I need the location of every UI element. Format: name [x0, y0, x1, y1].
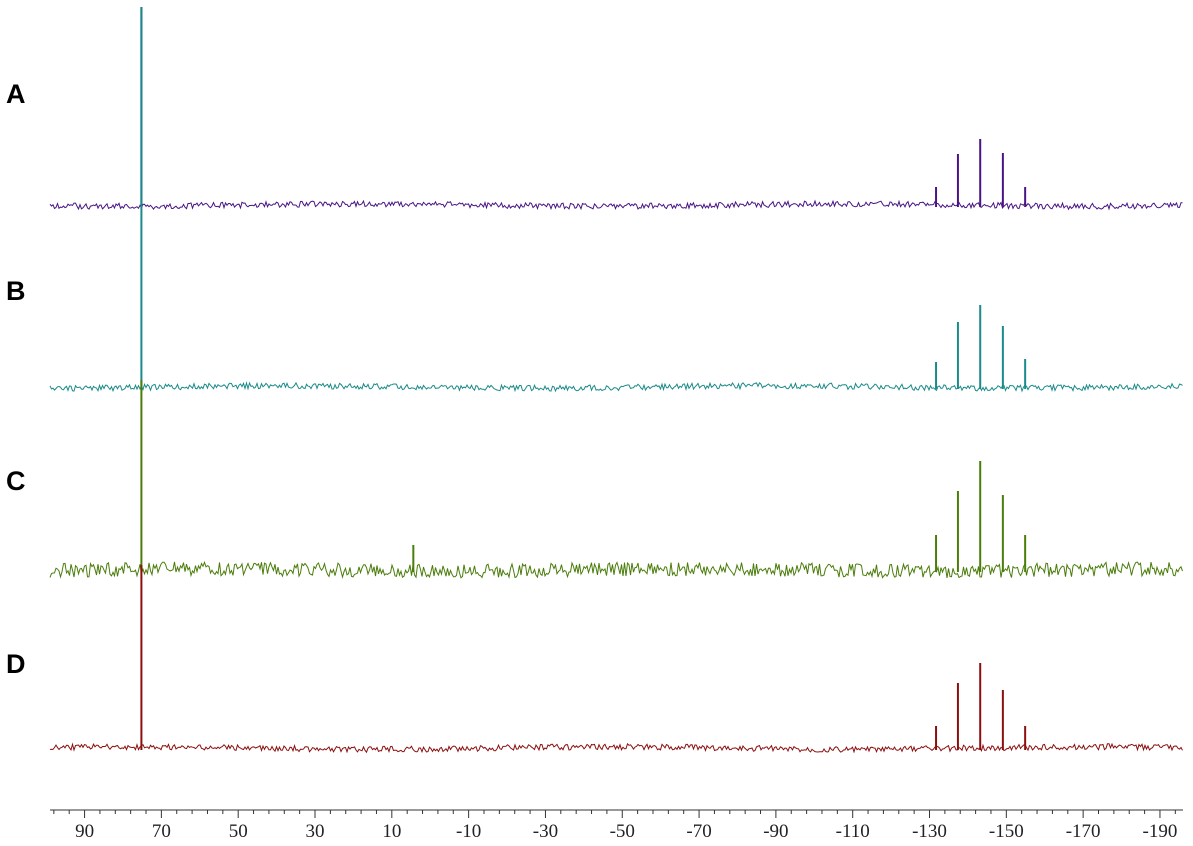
x-tick-label: 30	[306, 821, 325, 842]
x-tick-label: 10	[382, 821, 401, 842]
spectrum	[49, 7, 1183, 393]
baseline-noise	[49, 381, 1183, 393]
spectrum	[49, 7, 1183, 211]
spectrum	[49, 380, 1183, 579]
x-tick-label: -50	[610, 821, 635, 842]
x-tick-label: -30	[533, 821, 558, 842]
x-tick-label: 50	[229, 821, 248, 842]
x-tick-label: -10	[456, 821, 481, 842]
x-tick-label: 70	[152, 821, 171, 842]
spectrum	[49, 565, 1183, 754]
baseline-noise	[49, 742, 1183, 754]
x-tick-label: -110	[836, 821, 870, 842]
series-label: A	[6, 79, 26, 109]
x-tick-label: -90	[763, 821, 788, 842]
x-tick-label: -150	[989, 821, 1024, 842]
x-tick-label: -130	[912, 821, 947, 842]
x-tick-label: -70	[686, 821, 711, 842]
baseline-noise	[49, 199, 1183, 211]
series-label: D	[6, 649, 26, 679]
x-tick-label: -190	[1143, 821, 1178, 842]
x-tick-label: -170	[1066, 821, 1101, 842]
x-tick-label: 90	[75, 821, 94, 842]
baseline-noise	[49, 560, 1183, 579]
series-label: B	[6, 276, 26, 306]
series-label: C	[6, 466, 26, 496]
